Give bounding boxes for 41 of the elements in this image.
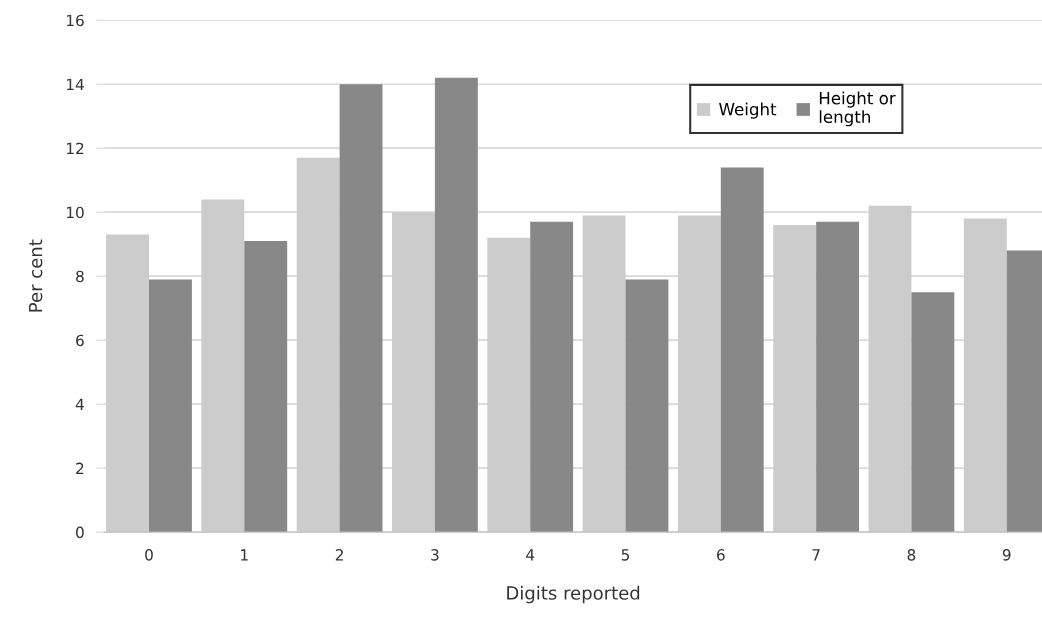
x-tick-label: 9 — [1002, 549, 1011, 561]
bar — [911, 292, 955, 533]
bar — [201, 199, 245, 533]
bar — [582, 215, 626, 533]
bar — [296, 157, 340, 533]
bar — [720, 167, 764, 533]
y-tick-label: 14 — [66, 78, 84, 91]
y-tick-label: 2 — [76, 462, 84, 474]
y-tick-label: 12 — [66, 142, 84, 155]
bar — [148, 279, 192, 533]
x-tick-label: 3 — [431, 549, 439, 561]
y-tick-label: 10 — [66, 206, 84, 219]
x-tick-label: 1 — [241, 549, 248, 561]
x-axis-title: Digits reported — [507, 585, 640, 604]
bar — [677, 215, 721, 533]
x-tick-label: 7 — [812, 549, 820, 561]
bar — [106, 234, 149, 533]
y-axis-title: Per cent — [28, 239, 43, 312]
bar — [816, 221, 860, 533]
legend-label: Weight — [719, 102, 777, 119]
x-tick-label: 5 — [621, 549, 630, 561]
x-tick-label: 0 — [145, 549, 153, 561]
y-tick-label: 6 — [76, 334, 84, 347]
y-tick-label: 16 — [66, 14, 84, 27]
bar — [244, 240, 288, 533]
x-tick-label: 6 — [717, 549, 725, 561]
bar — [339, 84, 383, 533]
bar — [530, 221, 574, 533]
bar — [868, 205, 912, 533]
bar — [625, 279, 669, 533]
y-tick-label: 4 — [75, 398, 84, 410]
y-tick-label: 8 — [76, 270, 84, 283]
x-tick-label: 8 — [907, 549, 916, 561]
y-tick-label: 0 — [76, 526, 84, 539]
bar — [434, 77, 478, 533]
x-tick-label: 2 — [335, 549, 343, 561]
x-tick-label: 4 — [526, 549, 535, 561]
legend-label: Height or length — [819, 91, 896, 127]
bar — [487, 237, 531, 533]
bar — [392, 212, 435, 533]
bar — [773, 224, 817, 533]
